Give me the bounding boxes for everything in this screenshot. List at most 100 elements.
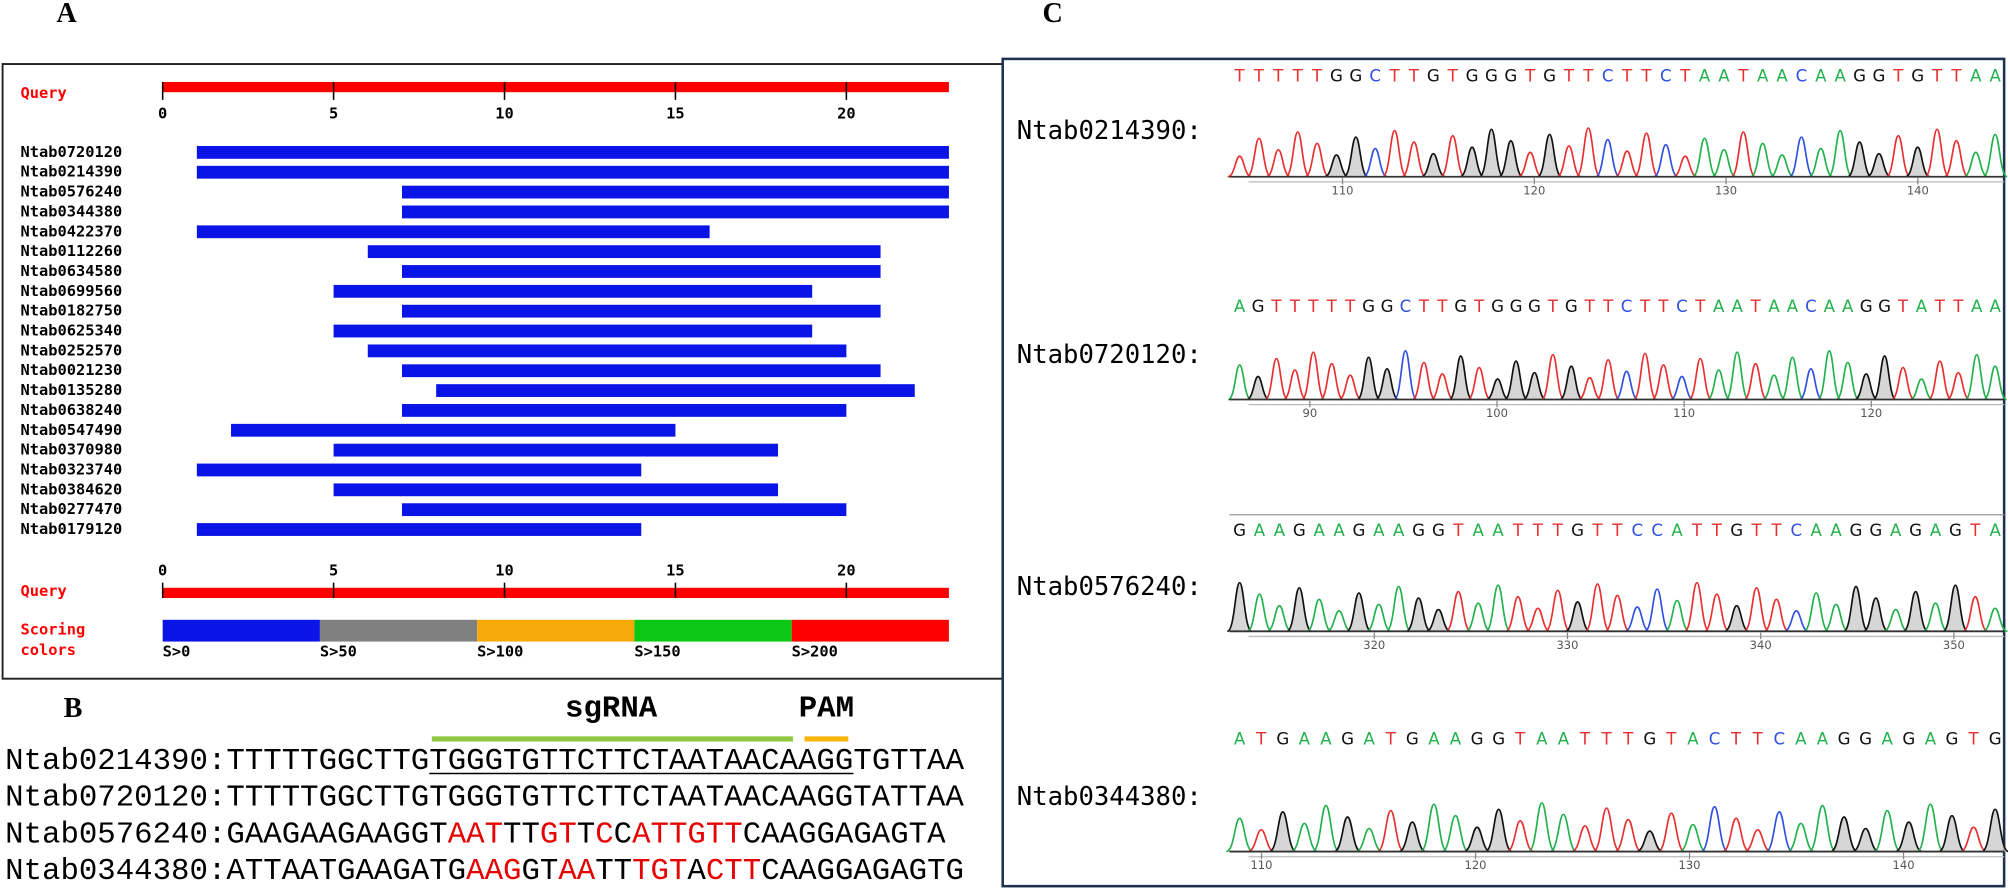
base-call: G xyxy=(1330,66,1343,85)
base-call: T xyxy=(1601,730,1613,749)
hit-bar xyxy=(333,284,813,298)
peak xyxy=(1459,146,1485,178)
base-call: G xyxy=(1352,521,1365,540)
base-call: G xyxy=(1571,521,1584,540)
base-call: G xyxy=(1528,297,1541,316)
peak xyxy=(1441,814,1470,853)
base-call: A xyxy=(1393,521,1405,540)
peak xyxy=(1902,590,1929,633)
peak xyxy=(1592,807,1621,853)
base-call: T xyxy=(1950,66,1962,85)
peak xyxy=(1924,128,1950,178)
peak xyxy=(1517,151,1543,178)
base-call: A xyxy=(1989,297,2001,316)
hit-name: Ntab0135280 xyxy=(21,381,123,399)
base-call: T xyxy=(1389,66,1401,85)
tick-label: 110 xyxy=(1250,858,1272,872)
peak xyxy=(1412,361,1436,401)
base-call: G xyxy=(1504,66,1517,85)
sequence-segment: CAAGGAGAGTG xyxy=(761,854,964,889)
base-call: T xyxy=(1679,66,1691,85)
base-call: C xyxy=(1676,297,1688,316)
base-call: A xyxy=(1834,66,1846,85)
hit-name: Ntab0422370 xyxy=(21,222,123,240)
hit-name: Ntab0384620 xyxy=(21,480,123,498)
base-call: T xyxy=(1897,297,1909,316)
peak xyxy=(1385,585,1412,633)
hit-bar xyxy=(196,463,642,477)
peak xyxy=(1963,151,1989,178)
trace-name: Ntab0720120: xyxy=(1017,340,1202,370)
base-call: T xyxy=(1579,730,1591,749)
query-bar xyxy=(162,81,949,93)
peak xyxy=(1769,154,1795,178)
tick-label: 110 xyxy=(1673,406,1695,420)
tick-label: 120 xyxy=(1860,406,1882,420)
sequence-segment: TTTTTGGCTTG xyxy=(226,744,429,779)
hit-name: Ntab0720120 xyxy=(21,143,123,161)
tick-label: 90 xyxy=(1303,406,1318,420)
peak xyxy=(1762,374,1786,401)
base-call: G xyxy=(1466,66,1479,85)
peak xyxy=(1284,131,1311,178)
hit-bar xyxy=(401,404,847,417)
trace-name: Ntab0214390: xyxy=(1017,116,1202,146)
base-call: G xyxy=(1730,521,1743,540)
scoring-label: colors xyxy=(21,641,76,659)
peak xyxy=(1225,817,1254,853)
hit-name: Ntab0547490 xyxy=(21,421,123,439)
peak xyxy=(1286,586,1313,633)
tick-label: 10 xyxy=(495,562,513,580)
sequence-segment: CAAGGAGAGTA xyxy=(743,817,946,852)
tick-label: 140 xyxy=(1893,858,1915,872)
peak xyxy=(1401,141,1427,178)
base-call: A xyxy=(1757,66,1769,85)
base-call: A xyxy=(1830,521,1842,540)
peak xyxy=(1783,610,1809,633)
base-call: G xyxy=(1341,730,1354,749)
sequence-segment: TGT xyxy=(632,854,687,889)
hit-name: Ntab0323740 xyxy=(21,460,123,478)
hit-name: Ntab0252570 xyxy=(21,341,123,359)
peak xyxy=(1604,594,1631,633)
peak xyxy=(1227,155,1252,178)
peak xyxy=(1664,599,1690,633)
base-call: T xyxy=(1622,730,1634,749)
hit-bar xyxy=(367,245,881,259)
hit-bar xyxy=(333,443,779,457)
trace-name: Ntab0576240: xyxy=(1017,572,1202,602)
base-call: T xyxy=(1621,66,1633,85)
peak xyxy=(1847,141,1872,178)
peak xyxy=(1525,607,1551,633)
base-call: G xyxy=(1859,730,1872,749)
peak xyxy=(1227,364,1252,401)
tick-label: 110 xyxy=(1332,183,1354,197)
hit-bar xyxy=(401,364,881,378)
peak xyxy=(1922,602,1949,633)
peak xyxy=(1614,818,1642,853)
base-call: A xyxy=(1930,521,1942,540)
base-call: G xyxy=(1909,521,1922,540)
peak xyxy=(1246,137,1272,178)
peak xyxy=(1266,148,1291,178)
base-call: A xyxy=(1363,730,1375,749)
hit-bar xyxy=(231,423,676,437)
peak xyxy=(1724,351,1750,401)
base-call: A xyxy=(1989,521,2001,540)
peak xyxy=(1938,814,1966,853)
tick-label: 340 xyxy=(1750,638,1772,652)
tick-label: 320 xyxy=(1363,638,1385,652)
base-call: G xyxy=(1432,521,1445,540)
peak xyxy=(1943,140,1969,178)
peak xyxy=(1440,134,1466,178)
sequence-segment: GAAGAAGAAGGT xyxy=(226,817,447,852)
peak xyxy=(1827,129,1854,178)
base-call: T xyxy=(1968,730,1980,749)
peak xyxy=(1891,366,1915,401)
base-call: T xyxy=(1591,521,1603,540)
base-call: G xyxy=(1543,66,1556,85)
base-call: A xyxy=(1234,730,1246,749)
peak xyxy=(1319,362,1344,401)
peak xyxy=(1575,127,1602,178)
